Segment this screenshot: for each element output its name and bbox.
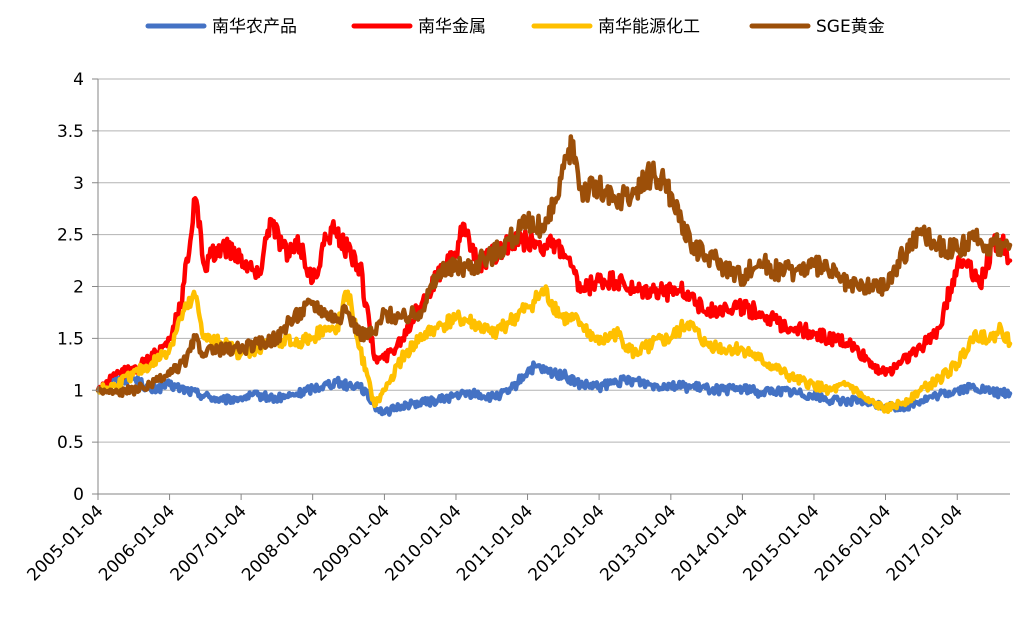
legend: 南华农产品 南华金属 南华能源化工 SGE黄金 (145, 17, 885, 37)
legend-label-3: SGE黄金 (816, 17, 885, 37)
x-tick-label: 2005-01-04 (24, 501, 108, 585)
x-tick-label: 2013-01-04 (596, 501, 680, 585)
x-tick-label: 2011-01-04 (453, 501, 537, 585)
legend-label-1: 南华金属 (418, 17, 486, 37)
y-tick-label: 0 (73, 485, 84, 505)
y-tick-label: 4 (73, 70, 84, 90)
y-tick-labels: 0 0.5 1 1.5 2 2.5 3 3.5 4 (57, 70, 84, 505)
x-tick-label: 2017-01-04 (883, 501, 967, 585)
x-tick-label: 2014-01-04 (668, 501, 752, 585)
y-tick-label: 3.5 (57, 122, 84, 142)
y-tick-label: 1.5 (57, 329, 84, 349)
series-line-3 (95, 134, 1013, 399)
legend-label-0: 南华农产品 (212, 17, 297, 37)
series-line-0 (95, 360, 1013, 417)
x-tick-label: 2008-01-04 (238, 501, 322, 585)
x-tick-label: 2009-01-04 (310, 501, 394, 585)
series-lines (95, 134, 1013, 417)
series-line-1 (95, 196, 1013, 393)
x-tick-labels: 2005-01-042006-01-042007-01-042008-01-04… (24, 501, 967, 585)
legend-label-2: 南华能源化工 (598, 17, 700, 37)
x-tick-label: 2016-01-04 (811, 501, 895, 585)
x-tick-label: 2012-01-04 (525, 501, 609, 585)
series-line-2 (95, 284, 1013, 415)
x-tick-label: 2006-01-04 (95, 501, 179, 585)
axes (92, 78, 1010, 500)
y-tick-label: 1 (73, 381, 84, 401)
x-tick-label: 2010-01-04 (382, 501, 466, 585)
y-tick-label: 2 (73, 278, 84, 298)
gridlines (98, 78, 1010, 443)
y-tick-label: 3 (73, 174, 84, 194)
x-tick-label: 2015-01-04 (739, 501, 823, 585)
y-tick-label: 2.5 (57, 226, 84, 246)
y-tick-label: 0.5 (57, 433, 84, 453)
x-tick-label: 2007-01-04 (167, 501, 251, 585)
